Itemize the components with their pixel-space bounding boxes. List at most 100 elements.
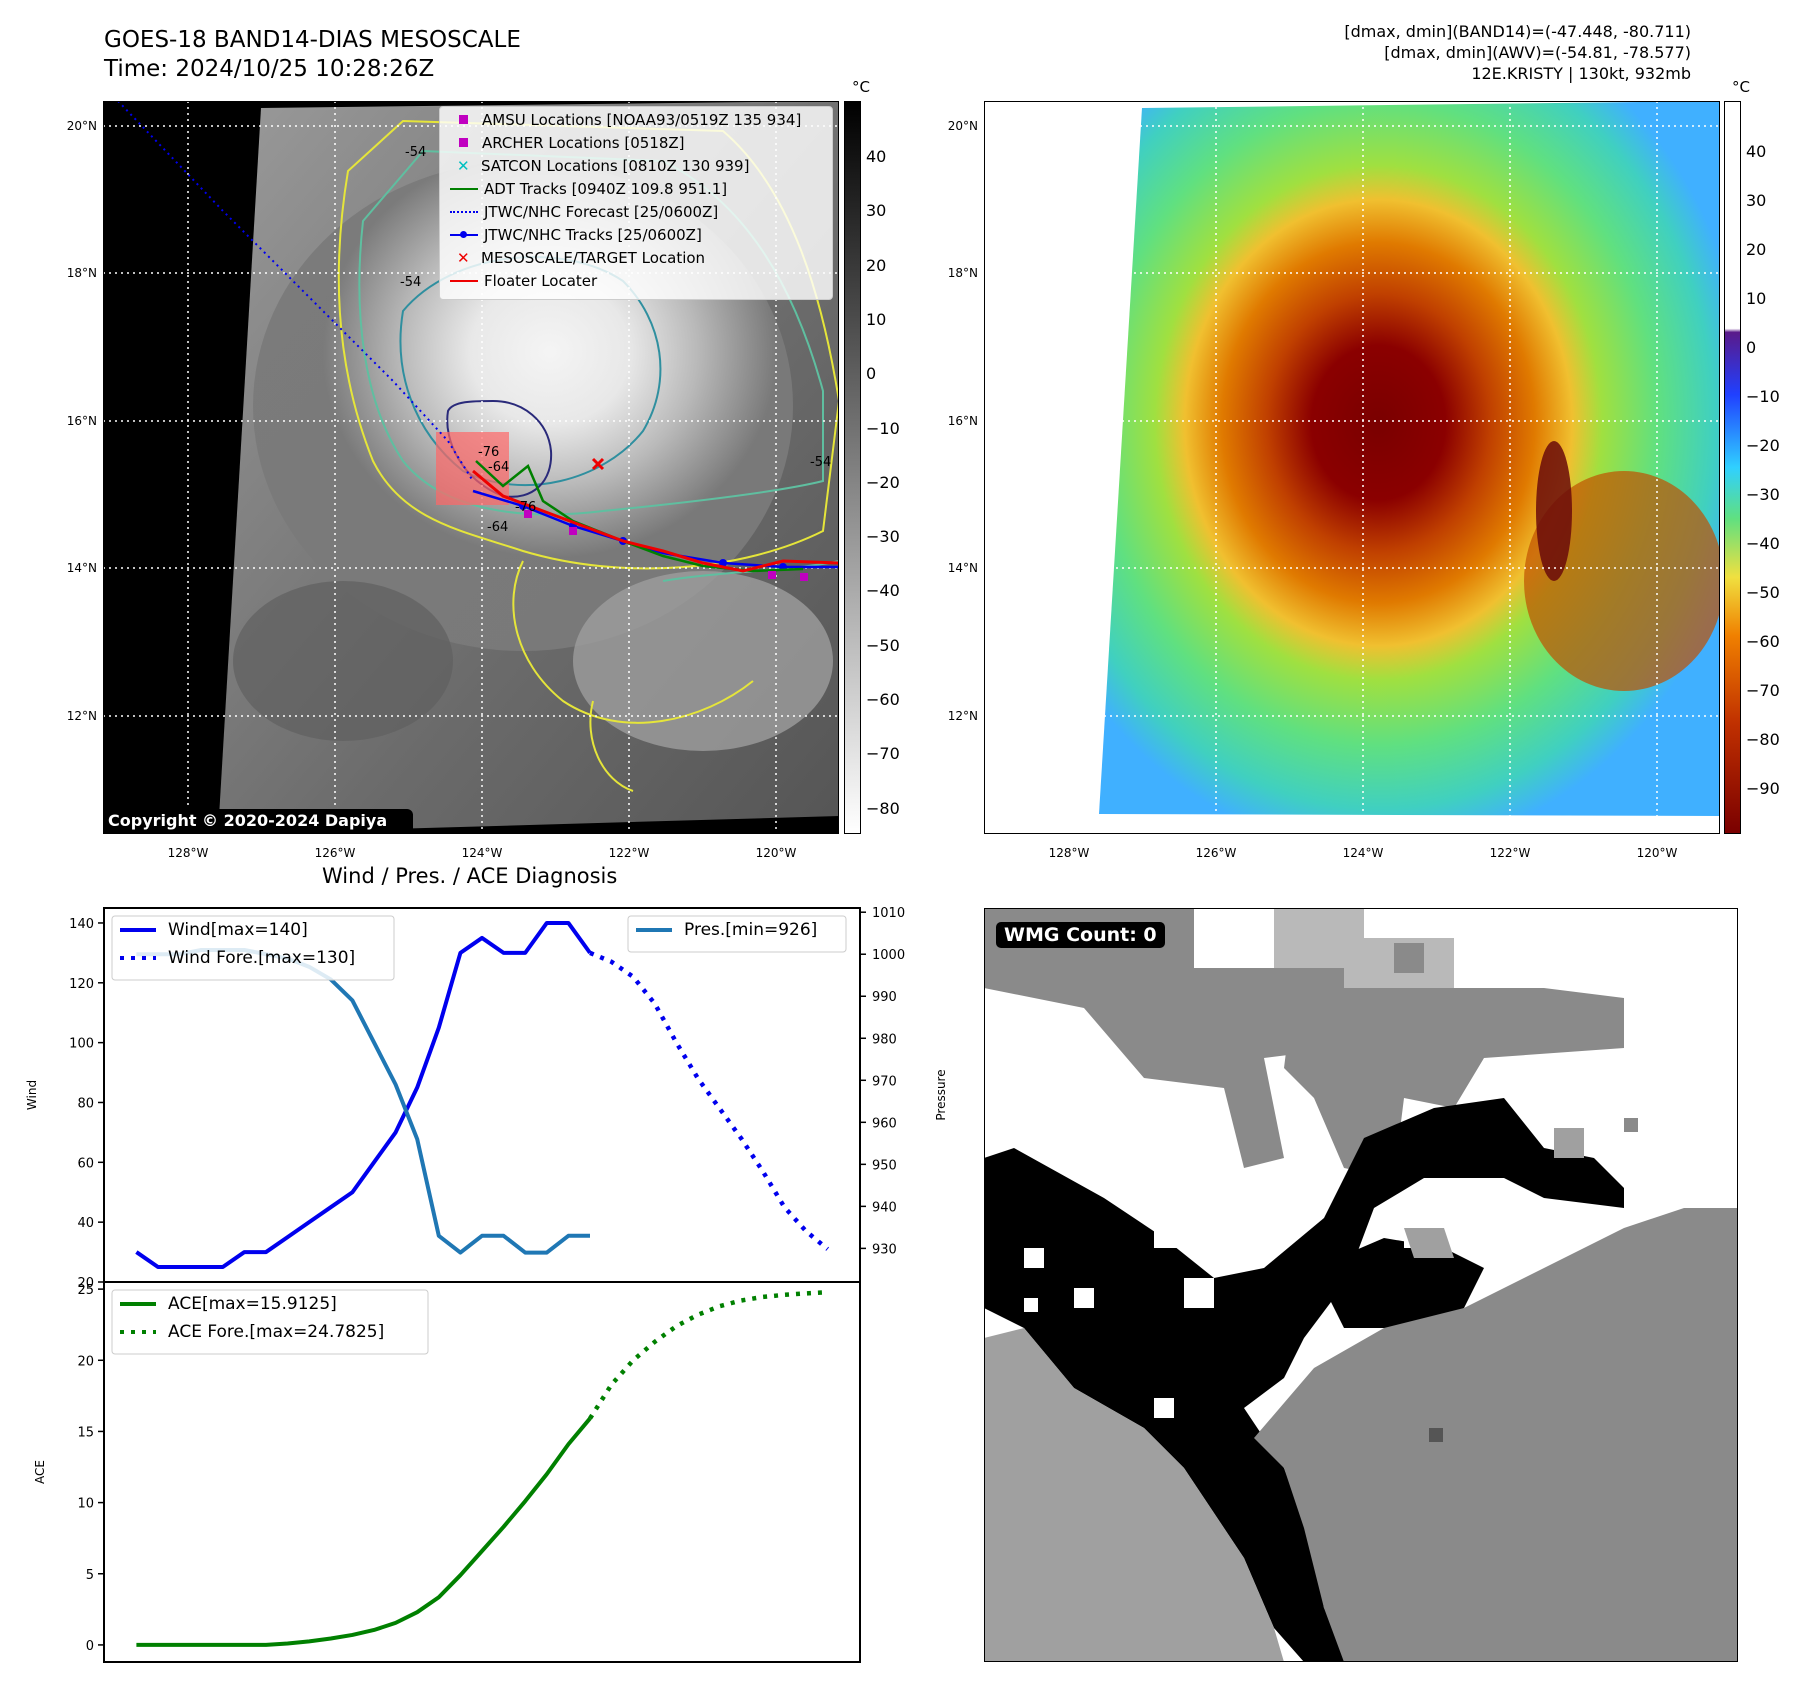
ir-colorbar-tick: 0 <box>866 364 877 384</box>
contour-label: -64 <box>487 520 509 535</box>
legend-satcon: ✕ SATCON Locations [0810Z 130 939] <box>457 157 750 175</box>
awv-colorbar-tick: −10 <box>1746 387 1780 406</box>
wmg-grid <box>984 908 1738 1662</box>
pressure-axis-label: Pressure <box>934 1069 948 1120</box>
x-marker-icon: ✕ <box>457 157 470 175</box>
contour-label: -64 <box>488 460 510 475</box>
legend-tracks: JTWC/NHC Tracks [25/0600Z] <box>450 226 702 244</box>
ace-ytick-label: 25 <box>77 1283 94 1298</box>
awv-range: [dmax, dmin](AWV)=(-54.81, -78.577) <box>1384 43 1691 62</box>
awv-colorbar-tick: −40 <box>1746 534 1780 553</box>
ace-ytick-label: 5 <box>86 1568 94 1583</box>
awv-colorbar-tick: −70 <box>1746 681 1780 700</box>
contour-label: -54 <box>405 145 427 160</box>
figure-title: GOES-18 BAND14-DIAS MESOSCALE <box>104 27 521 53</box>
ir-colorbar-tick: −40 <box>866 581 900 601</box>
ace-ytick-label: 10 <box>77 1497 94 1512</box>
lon-label: 126°W <box>314 846 356 860</box>
ir-colorbar-tick: −70 <box>866 744 900 764</box>
ir-legend: AMSU Locations [NOAA93/0519Z 135 934] AR… <box>439 106 833 300</box>
figure-time: Time: 2024/10/25 10:28:26Z <box>104 56 435 82</box>
lon-label: 122°W <box>1489 846 1531 860</box>
legend-forecast: JTWC/NHC Forecast [25/0600Z] <box>450 203 718 221</box>
awv-colorbar-tick: −20 <box>1746 436 1780 455</box>
ir-colorbar-tick: 40 <box>866 147 887 166</box>
ir-map-panel: Copyright © 2020-2024 Dapiya AMSU Locati… <box>103 101 839 834</box>
lat-label: 14°N <box>66 561 97 575</box>
lat-label: 14°N <box>947 561 978 575</box>
pressure-ytick-label: 960 <box>872 1116 897 1131</box>
lat-label: 18°N <box>947 266 978 280</box>
contour-label: -54 <box>400 275 422 290</box>
solid-line-icon <box>450 188 478 190</box>
wind-ytick-label: 140 <box>69 917 94 932</box>
ace-ytick-label: 20 <box>77 1354 94 1369</box>
lat-label: 16°N <box>947 414 978 428</box>
wind-forecast-series <box>589 950 830 1251</box>
pressure-series <box>136 948 590 1255</box>
wind-ytick-label: 40 <box>77 1216 94 1231</box>
wind-axis-label: Wind <box>25 1080 39 1110</box>
awv-colorbar-tick: −50 <box>1746 583 1780 602</box>
ir-colorbar <box>844 101 861 834</box>
lon-label: 120°W <box>1636 846 1678 860</box>
storm-info: 12E.KRISTY | 130kt, 932mb <box>1471 64 1691 83</box>
lat-label: 20°N <box>947 119 978 133</box>
awv-colorbar-tick: 20 <box>1746 240 1767 259</box>
lat-label: 20°N <box>66 119 97 133</box>
dotted-line-icon <box>450 211 478 213</box>
awv-map-panel <box>984 101 1720 834</box>
ir-colorbar-tick: −30 <box>866 527 900 547</box>
ace-series <box>136 1417 592 1647</box>
lon-label: 124°W <box>1342 846 1384 860</box>
lon-label: 120°W <box>755 846 797 860</box>
ir-colorbar-tick: −20 <box>866 472 900 492</box>
ir-colorbar-tick: 10 <box>866 309 887 329</box>
diagnosis-title: Wind / Pres. / ACE Diagnosis <box>322 864 618 888</box>
lat-label: 18°N <box>66 266 97 280</box>
ir-copyright-bg <box>103 809 413 834</box>
contour-label: -54 <box>810 455 832 470</box>
ace-ytick-label: 0 <box>86 1639 94 1654</box>
lon-label: 128°W <box>1048 846 1090 860</box>
x-marker-icon: ✕ <box>457 249 470 267</box>
ir-colorbar-unit: °C <box>852 78 870 96</box>
pressure-legend <box>627 915 847 953</box>
floater-box <box>436 432 509 505</box>
wind-ytick-label: 120 <box>69 977 94 992</box>
lat-label: 16°N <box>66 414 97 428</box>
legend-target: ✕ MESOSCALE/TARGET Location <box>457 249 706 267</box>
awv-gridlines <box>984 101 1720 834</box>
wind-ytick-label: 80 <box>77 1096 94 1111</box>
ir-colorbar-tick: 20 <box>866 255 887 275</box>
awv-colorbar-tick: 10 <box>1746 289 1767 308</box>
lat-label: 12°N <box>66 709 97 723</box>
awv-colorbar-tick: −80 <box>1746 730 1780 749</box>
wind-ytick-label: 20 <box>77 1276 94 1291</box>
ir-colorbar-tick: −80 <box>866 798 900 818</box>
pressure-ytick-label: 950 <box>872 1158 897 1173</box>
legend-adt: ADT Tracks [0940Z 109.8 951.1] <box>450 180 727 198</box>
pressure-ytick-label: 930 <box>872 1242 897 1257</box>
ir-colorbar-tick: −50 <box>866 635 900 655</box>
pressure-legend-label: Pres.[min=926] <box>684 920 817 940</box>
ace-legend-label: ACE Fore.[max=24.7825] <box>168 1322 384 1342</box>
awv-colorbar-tick: −30 <box>1746 485 1780 504</box>
legend-archer: ARCHER Locations [0518Z] <box>450 134 685 152</box>
wmg-panel: WMG Count: 0 <box>984 908 1738 1662</box>
ace-legend-label: ACE[max=15.9125] <box>168 1294 337 1314</box>
pressure-ytick-label: 970 <box>872 1074 897 1089</box>
ace-ytick-label: 15 <box>77 1425 94 1440</box>
pressure-ytick-label: 990 <box>872 990 897 1005</box>
floater-track <box>472 469 839 573</box>
awv-colorbar <box>1724 101 1741 834</box>
lon-label: 124°W <box>461 846 503 860</box>
wind-legend <box>111 915 395 981</box>
wind-ytick-label: 60 <box>77 1156 94 1171</box>
wind-series <box>135 920 592 1270</box>
contour-label: -76 <box>515 500 537 515</box>
awv-colorbar-tick: −90 <box>1746 779 1780 798</box>
ir-colorbar-tick: 30 <box>866 201 887 221</box>
diagnosis-chart: 2040608010012014093094095096097098099010… <box>25 906 948 1663</box>
solid-line-icon <box>450 280 478 282</box>
